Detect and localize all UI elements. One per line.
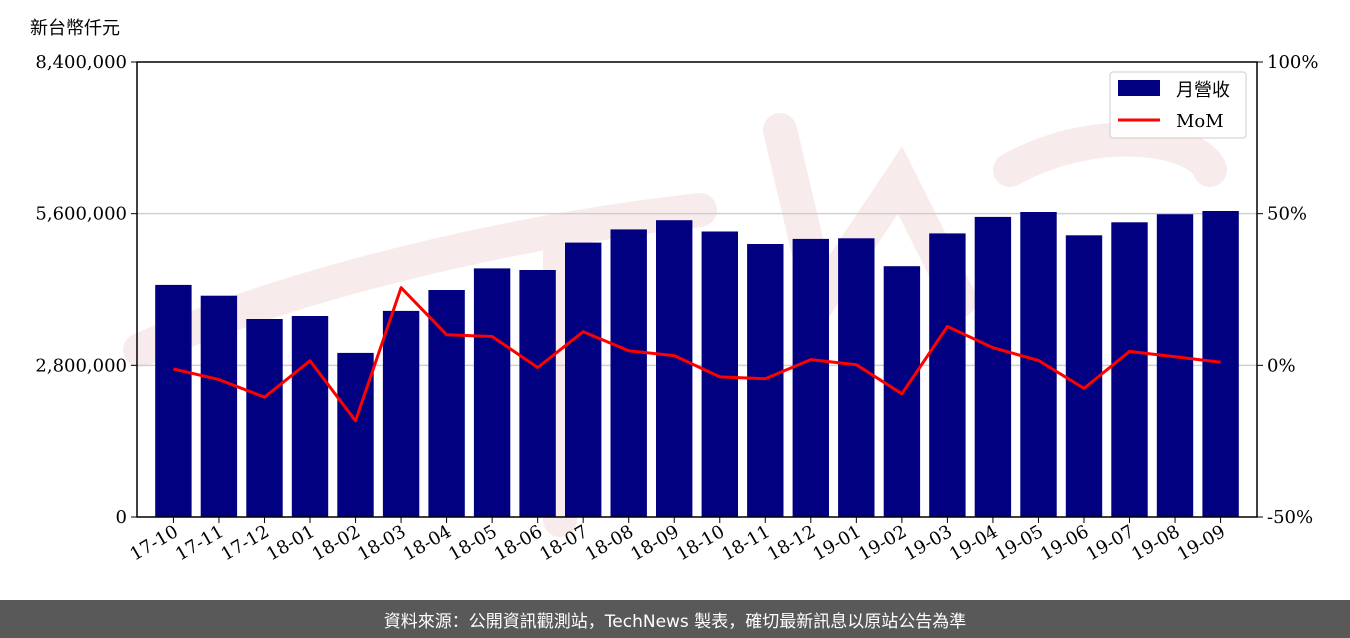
bar-18-01 (291, 316, 329, 517)
x-tick-label-17-11: 17-11 (172, 521, 227, 565)
x-tick-label-18-03: 18-03 (354, 521, 409, 565)
watermark-strokes (123, 113, 1227, 537)
revenue-chart: 17-1017-1117-1218-0118-0218-0318-0418-05… (35, 52, 1318, 565)
mom-line (173, 286, 1221, 423)
x-tick-label-18-08: 18-08 (582, 521, 637, 565)
bar-19-08 (1156, 214, 1194, 517)
bar-17-11 (200, 295, 238, 517)
bar-19-07 (1111, 222, 1148, 518)
x-tick-label-19-05: 19-05 (992, 521, 1047, 565)
x-tick-label-18-01: 18-01 (263, 521, 318, 565)
bar-17-12 (246, 319, 283, 517)
x-tick-label-19-07: 19-07 (1083, 521, 1138, 565)
x-tick-label-18-05: 18-05 (445, 521, 500, 565)
bar-18-09 (656, 220, 693, 517)
x-tick-label-18-06: 18-06 (491, 521, 546, 565)
bar-19-06 (1065, 235, 1103, 518)
x-tick-label-19-06: 19-06 (1037, 521, 1092, 565)
right-y-tick-label: -50% (1267, 507, 1313, 528)
x-tick-label-19-08: 19-08 (1128, 521, 1183, 565)
x-tick-label-17-10: 17-10 (126, 521, 181, 565)
bar-17-10 (155, 284, 192, 517)
legend-swatch-revenue (1118, 80, 1160, 96)
x-tick-label-18-11: 18-11 (718, 521, 773, 565)
plot-frame (136, 61, 1258, 518)
bar-18-10 (701, 231, 738, 517)
legend-label-mom: MoM (1176, 111, 1224, 132)
left-y-tick-label: 0 (116, 507, 127, 528)
source-footer: 資料來源：公開資訊觀測站，TechNews 製表，確切最新訊息以原站公告為準 (0, 600, 1350, 638)
y-axis-unit-label: 新台幣仟元 (30, 18, 120, 39)
right-y-tick-label: 0% (1267, 355, 1296, 376)
right-y-tick-label: 50% (1267, 204, 1307, 225)
bar-series (155, 211, 1239, 518)
legend-label-revenue: 月營收 (1176, 80, 1230, 101)
right-y-tick-label: 100% (1267, 52, 1318, 73)
x-tick-label-19-02: 19-02 (855, 521, 910, 565)
bar-19-01 (838, 238, 875, 518)
mom-line-series (173, 286, 1221, 423)
technews-watermark (123, 113, 1227, 537)
x-tick-label-19-04: 19-04 (946, 521, 1001, 565)
axes (131, 61, 1263, 523)
bar-19-03 (929, 233, 966, 517)
left-y-tick-labels: 0 2,800,000 5,600,000 8,400,000 (35, 52, 127, 528)
x-tick-label-18-02: 18-02 (309, 521, 364, 565)
bar-18-06 (519, 270, 556, 517)
bar-18-08 (610, 229, 647, 517)
bar-18-11 (747, 244, 784, 517)
left-y-tick-label: 2,800,000 (35, 355, 127, 376)
x-tick-label-19-03: 19-03 (900, 521, 955, 565)
x-tick-label-17-12: 17-12 (218, 521, 273, 565)
bar-19-04 (974, 216, 1012, 517)
left-y-tick-label: 5,600,000 (35, 204, 127, 225)
x-tick-label-18-10: 18-10 (673, 521, 728, 565)
x-tick-label-18-09: 18-09 (627, 521, 682, 565)
x-tick-label-19-09: 19-09 (1174, 521, 1229, 565)
bar-18-04 (428, 290, 465, 517)
bar-18-02 (337, 352, 374, 517)
bar-19-09 (1202, 211, 1239, 517)
x-tick-label-18-12: 18-12 (764, 521, 819, 565)
x-tick-labels: 17-1017-1117-1218-0118-0218-0318-0418-05… (126, 521, 1229, 565)
left-y-tick-label: 8,400,000 (35, 52, 127, 73)
bar-18-07 (565, 242, 602, 517)
x-tick-label-18-04: 18-04 (400, 521, 455, 565)
bar-18-03 (382, 310, 420, 517)
bar-18-05 (473, 268, 511, 517)
x-tick-label-19-01: 19-01 (809, 521, 864, 565)
right-y-tick-labels: -50% 0% 50% 100% (1267, 52, 1318, 528)
bar-18-12 (792, 238, 829, 517)
bar-19-05 (1020, 212, 1057, 517)
legend: 月營收 MoM (1109, 71, 1247, 139)
